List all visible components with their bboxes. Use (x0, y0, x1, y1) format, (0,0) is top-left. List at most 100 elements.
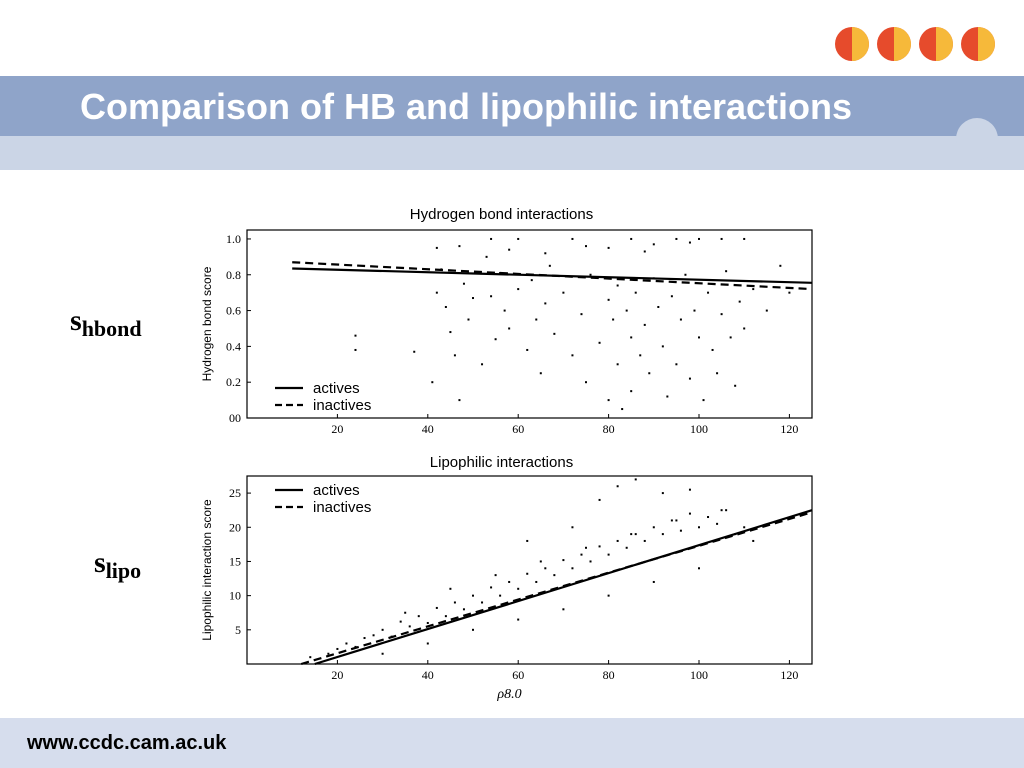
data-point (585, 381, 587, 384)
data-point (607, 298, 610, 301)
logo-circle-4 (961, 27, 995, 61)
y-tick-label: 20 (229, 520, 241, 534)
data-point (517, 288, 520, 291)
data-point (539, 372, 542, 375)
data-point (661, 345, 664, 348)
data-point (499, 594, 502, 597)
data-point (490, 237, 493, 240)
data-point (472, 297, 474, 300)
data-point (720, 509, 723, 512)
y-axis-label: Hydrogen bond score (200, 266, 214, 381)
footer-url: www.ccdc.cam.ac.uk (27, 732, 227, 754)
data-point (544, 252, 547, 255)
data-point (684, 273, 687, 276)
data-point (616, 284, 619, 287)
data-point (630, 390, 633, 393)
data-point (630, 336, 633, 339)
data-point (720, 313, 723, 316)
slide-title: Comparison of HB and lipophilic interact… (80, 86, 853, 127)
data-point (490, 586, 493, 589)
data-point (336, 647, 339, 650)
data-point (472, 594, 474, 597)
data-point (716, 522, 719, 525)
y-tick-label: 0.4 (226, 339, 241, 353)
data-point (616, 363, 619, 366)
data-point (585, 546, 587, 549)
data-point (580, 553, 583, 556)
y-tick-label: 0.2 (226, 375, 241, 389)
data-point (462, 282, 465, 285)
data-point (643, 250, 646, 253)
data-point (607, 553, 610, 556)
data-point (508, 580, 511, 583)
data-point (589, 560, 592, 563)
y-tick-label: 5 (235, 623, 241, 637)
y-tick-label: 00 (229, 411, 241, 425)
data-point (779, 264, 782, 267)
y-tick-label: 15 (229, 554, 241, 568)
data-point (652, 526, 655, 529)
data-point (698, 336, 700, 339)
data-point (404, 611, 407, 614)
title-band-bump (956, 118, 998, 160)
data-point (661, 533, 664, 536)
data-point (435, 246, 438, 249)
data-point (675, 363, 678, 366)
x-tick-label: 120 (780, 668, 798, 682)
data-point (481, 601, 484, 604)
x-tick-label: 100 (690, 668, 708, 682)
title-band (0, 76, 1024, 136)
y-tick-label: 0.6 (226, 304, 241, 318)
data-point (526, 348, 529, 351)
data-point (467, 318, 470, 321)
chart-1: Hydrogen bond interactions Hydrogen bond … (200, 206, 813, 436)
data-point (688, 377, 691, 380)
data-point (381, 652, 384, 655)
data-point (743, 327, 746, 330)
data-point (530, 279, 533, 282)
data-point (553, 574, 556, 577)
data-point (634, 533, 637, 536)
y-tick-label: 10 (229, 589, 241, 603)
x-axis-label: ρ8.0 (496, 687, 521, 702)
x-tick-label: 20 (331, 668, 343, 682)
data-point (571, 526, 574, 529)
data-point (485, 255, 488, 258)
data-point (444, 305, 447, 308)
plot-frame (246, 475, 813, 665)
data-point (661, 492, 664, 495)
charts-figure: Hydrogen bond interactions Hydrogen bond … (200, 206, 813, 702)
data-point (652, 243, 655, 246)
data-point (616, 485, 619, 488)
data-point (539, 560, 542, 563)
data-point (571, 567, 574, 570)
data-point (607, 246, 610, 249)
data-point (634, 291, 637, 294)
data-point (363, 637, 366, 640)
data-point (462, 608, 465, 611)
data-point (553, 332, 556, 335)
data-point (399, 620, 402, 623)
x-tick-label: 40 (422, 422, 434, 436)
data-point (765, 309, 768, 312)
hbond-label-main: s (70, 304, 82, 337)
data-point (417, 615, 420, 618)
data-point (589, 273, 592, 276)
data-point (643, 539, 646, 542)
data-point (670, 295, 673, 298)
data-point (327, 652, 330, 655)
data-point (598, 545, 601, 548)
footer-band (0, 718, 1024, 768)
data-point (729, 336, 732, 339)
data-point (707, 516, 710, 519)
data-point (688, 512, 691, 515)
data-point (788, 291, 791, 294)
data-point (453, 601, 456, 604)
hbond-label-sub: hbond (81, 316, 142, 341)
data-point (643, 323, 646, 326)
data-point (612, 318, 615, 321)
y-tick-label: 1.0 (226, 232, 241, 246)
data-point (526, 572, 529, 575)
data-point (725, 270, 728, 273)
legend-label-actives: actives (313, 482, 360, 499)
